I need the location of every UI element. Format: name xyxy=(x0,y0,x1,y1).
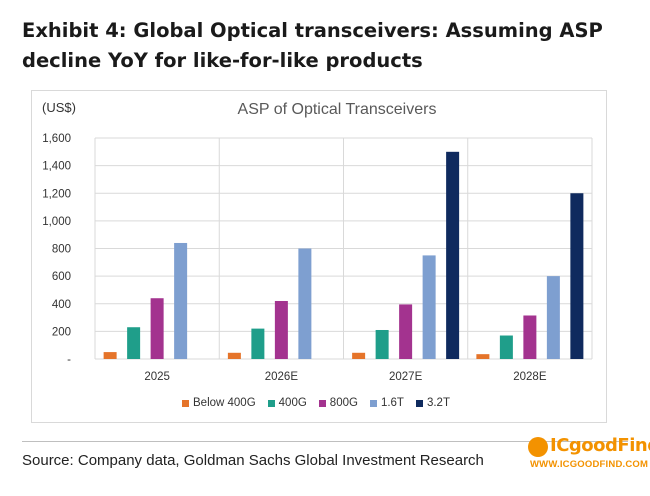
bar-1-6t xyxy=(546,276,560,359)
bar-1-6t xyxy=(422,255,436,359)
y-tick-label: 1,000 xyxy=(42,216,71,228)
legend-swatch xyxy=(318,399,326,407)
chart-title: ASP of Optical Transceivers xyxy=(237,101,437,118)
watermark-name: ICgoodFind xyxy=(550,435,650,456)
chart-frame: (US$) ASP of Optical Transceivers - 200 40… xyxy=(31,90,607,423)
legend-swatch xyxy=(369,399,377,407)
bar-400g xyxy=(375,329,389,359)
x-tick-label: 2026E xyxy=(265,371,299,383)
bar-800g xyxy=(150,298,164,359)
legend-item: 1.6T xyxy=(369,397,404,409)
legend-label: 800G xyxy=(329,397,358,409)
watermark-logo: ICgoodFind WWW.ICGOODFIND.COM xyxy=(528,435,650,475)
y-tick-label: 1,400 xyxy=(42,161,71,173)
legend-swatch xyxy=(415,399,423,407)
watermark-icon xyxy=(528,437,548,457)
exhibit-title: Exhibit 4: Global Optical transceivers: … xyxy=(22,19,603,72)
bar-below-400g xyxy=(476,354,490,359)
y-tick-label: 200 xyxy=(52,326,71,338)
bar-3-2t xyxy=(446,151,460,359)
legend-item: 400G xyxy=(267,397,307,409)
bar-800g xyxy=(274,300,288,359)
bar-400g xyxy=(499,335,513,359)
watermark-url: WWW.ICGOODFIND.COM xyxy=(530,459,649,470)
chart-plot: - 200 400 600 800 1,000 1,200 1,400 1,600 2025 202… xyxy=(42,133,593,383)
bar-1-6t xyxy=(298,248,312,359)
y-tick-label: 400 xyxy=(52,299,71,311)
divider-rule xyxy=(22,441,628,442)
legend-label: 1.6T xyxy=(380,397,404,409)
bar-below-400g xyxy=(352,352,366,359)
bar-800g xyxy=(523,315,537,359)
bar-400g xyxy=(127,327,141,359)
bar-400g xyxy=(251,328,265,359)
bar-1-6t xyxy=(174,242,188,359)
legend-swatch xyxy=(182,399,189,407)
y-tick-label: 800 xyxy=(52,244,71,256)
legend-label: 3.2T xyxy=(426,397,450,409)
y-tick-label: 600 xyxy=(52,271,71,283)
legend-item: Below 400G xyxy=(182,397,256,409)
x-tick-label: 2028E xyxy=(513,371,547,383)
x-tick-label: 2027E xyxy=(389,371,423,383)
legend-item: 3.2T xyxy=(415,397,450,409)
bar-below-400g xyxy=(227,352,241,359)
legend-label: 400G xyxy=(278,397,307,409)
legend-item: 800G xyxy=(318,397,358,409)
bar-3-2t xyxy=(570,193,584,359)
y-axis-unit-label: (US$) xyxy=(42,100,76,115)
bar-800g xyxy=(399,304,413,359)
y-tick-label: - xyxy=(67,354,71,366)
legend-label: Below 400G xyxy=(193,397,256,409)
chart-legend: Below 400G 400G 800G 1.6T 3.2T xyxy=(182,397,450,409)
x-tick-label: 2025 xyxy=(144,371,170,383)
legend-swatch xyxy=(267,399,275,407)
bar-below-400g xyxy=(103,352,117,359)
y-tick-label: 1,200 xyxy=(42,188,71,200)
y-tick-label: 1,600 xyxy=(42,133,71,145)
source-note: Source: Company data, Goldman Sachs Glob… xyxy=(22,452,484,469)
